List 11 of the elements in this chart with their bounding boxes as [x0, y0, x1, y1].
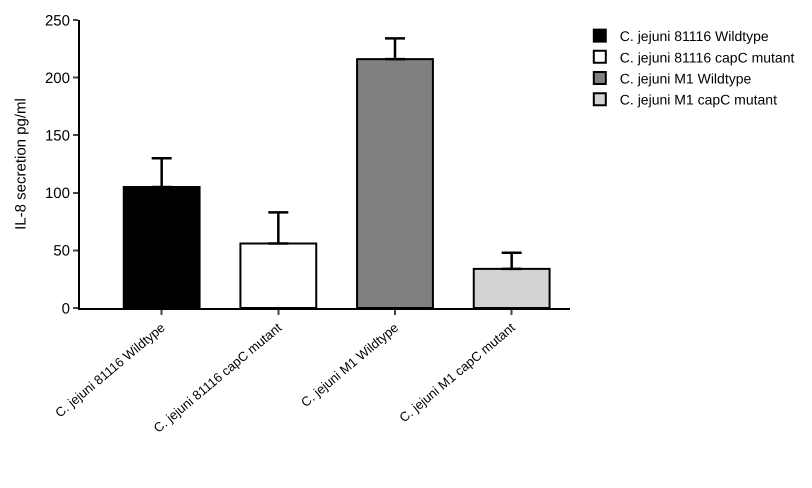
- y-tick-label: 200: [44, 70, 70, 87]
- y-tick-label: 0: [62, 300, 70, 318]
- y-tick-label: 50: [53, 242, 70, 260]
- y-axis-title: IL-8 secretion pg/ml: [12, 98, 30, 230]
- y-tick-label: 150: [44, 127, 70, 144]
- y-tick-label: 100: [44, 185, 70, 202]
- legend-label: C. jejuni 81116 Wildtype: [620, 28, 769, 44]
- legend-label: C. jejuni 81116 capC mutant: [620, 49, 794, 66]
- legend-label: C. jejuni M1 capC mutant: [620, 92, 778, 108]
- y-tick-label: 250: [44, 12, 70, 30]
- legend-label: C. jejuni M1 Wildtype: [620, 70, 752, 86]
